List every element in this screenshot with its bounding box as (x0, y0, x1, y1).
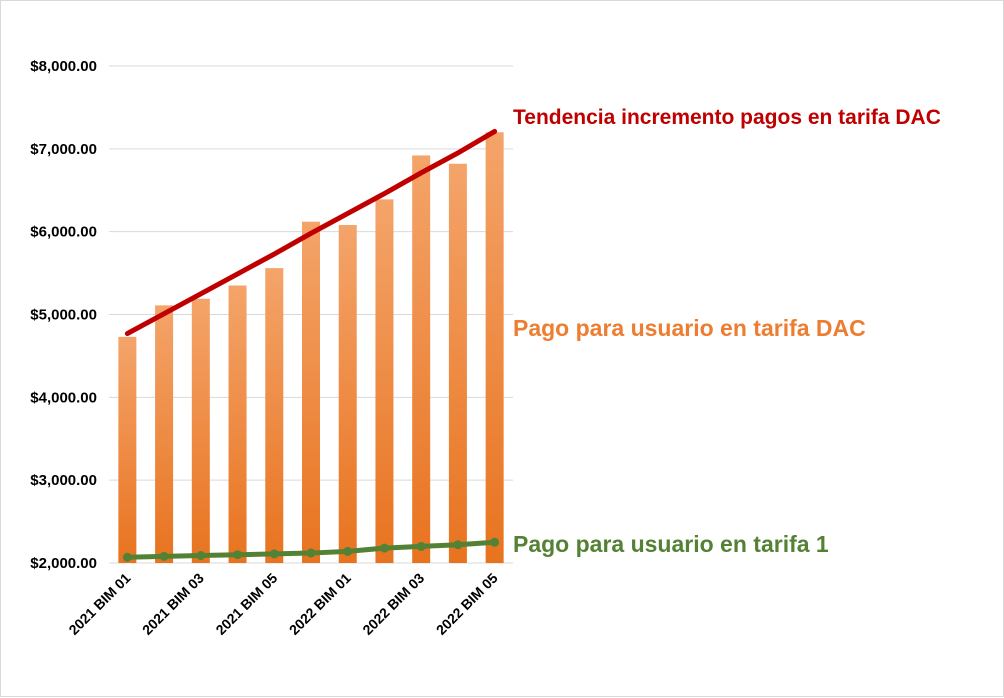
x-tick-label: 2021 BIM 01 (65, 570, 133, 638)
dac-bar (375, 199, 394, 563)
tarifa1-point (306, 548, 316, 558)
x-tick-label: 2022 BIM 03 (359, 570, 427, 638)
dac-bar (338, 225, 357, 564)
y-tick-label: $6,000.00 (30, 224, 97, 241)
tarifa1-point (379, 543, 389, 553)
trend-series-line (124, 128, 498, 337)
dac-bar (228, 285, 247, 563)
y-tick-label: $8,000.00 (30, 58, 97, 75)
tarifa1-point (233, 550, 243, 560)
y-tick-label: $7,000.00 (30, 141, 97, 158)
y-tick-label: $3,000.00 (30, 472, 97, 489)
dac-bar (302, 221, 320, 563)
dac-bars (118, 132, 504, 564)
trend-line (124, 128, 498, 337)
x-tick-label: 2022 BIM 01 (286, 570, 354, 638)
dac-bar (448, 163, 467, 563)
y-axis-tick-labels: $2,000.00 $3,000.00 $4,000.00 $5,000.00 $6,0… (30, 58, 97, 572)
tarifa1-point (159, 551, 169, 561)
y-tick-label: $5,000.00 (30, 307, 97, 324)
tarifa1-point (343, 546, 353, 556)
dac-bar (485, 132, 504, 563)
y-tick-label: $4,000.00 (30, 389, 97, 406)
x-tick-label: 2022 BIM 05 (433, 570, 501, 638)
dac-bar (155, 305, 174, 563)
tarifa1-point (122, 552, 132, 562)
tarifa1-annotation: Pago para usuario en tarifa 1 (513, 531, 829, 557)
x-tick-label: 2021 BIM 05 (212, 570, 280, 638)
dac-annotation: Pago para usuario en tarifa DAC (513, 315, 866, 341)
tarifa1-point (196, 551, 206, 561)
dac-bar (412, 155, 431, 563)
dac-bar (191, 298, 210, 563)
x-tick-label: 2021 BIM 03 (139, 570, 207, 638)
dac-bar (118, 336, 137, 563)
tarifa1-point (490, 537, 500, 547)
trend-annotation: Tendencia incremento pagos en tarifa DAC (513, 106, 941, 129)
tarifa1-point (453, 540, 463, 550)
tarifa1-point (416, 541, 426, 551)
tarifa1-line (122, 537, 500, 562)
y-tick-label: $2,000.00 (30, 555, 97, 572)
dac-bar (265, 268, 284, 563)
tarifa1-point (269, 549, 279, 559)
x-axis-tick-labels: 2021 BIM 01 2021 BIM 03 2021 BIM 05 2022 BI… (65, 570, 500, 638)
annotations: Tendencia incremento pagos en tarifa DAC… (513, 106, 941, 557)
